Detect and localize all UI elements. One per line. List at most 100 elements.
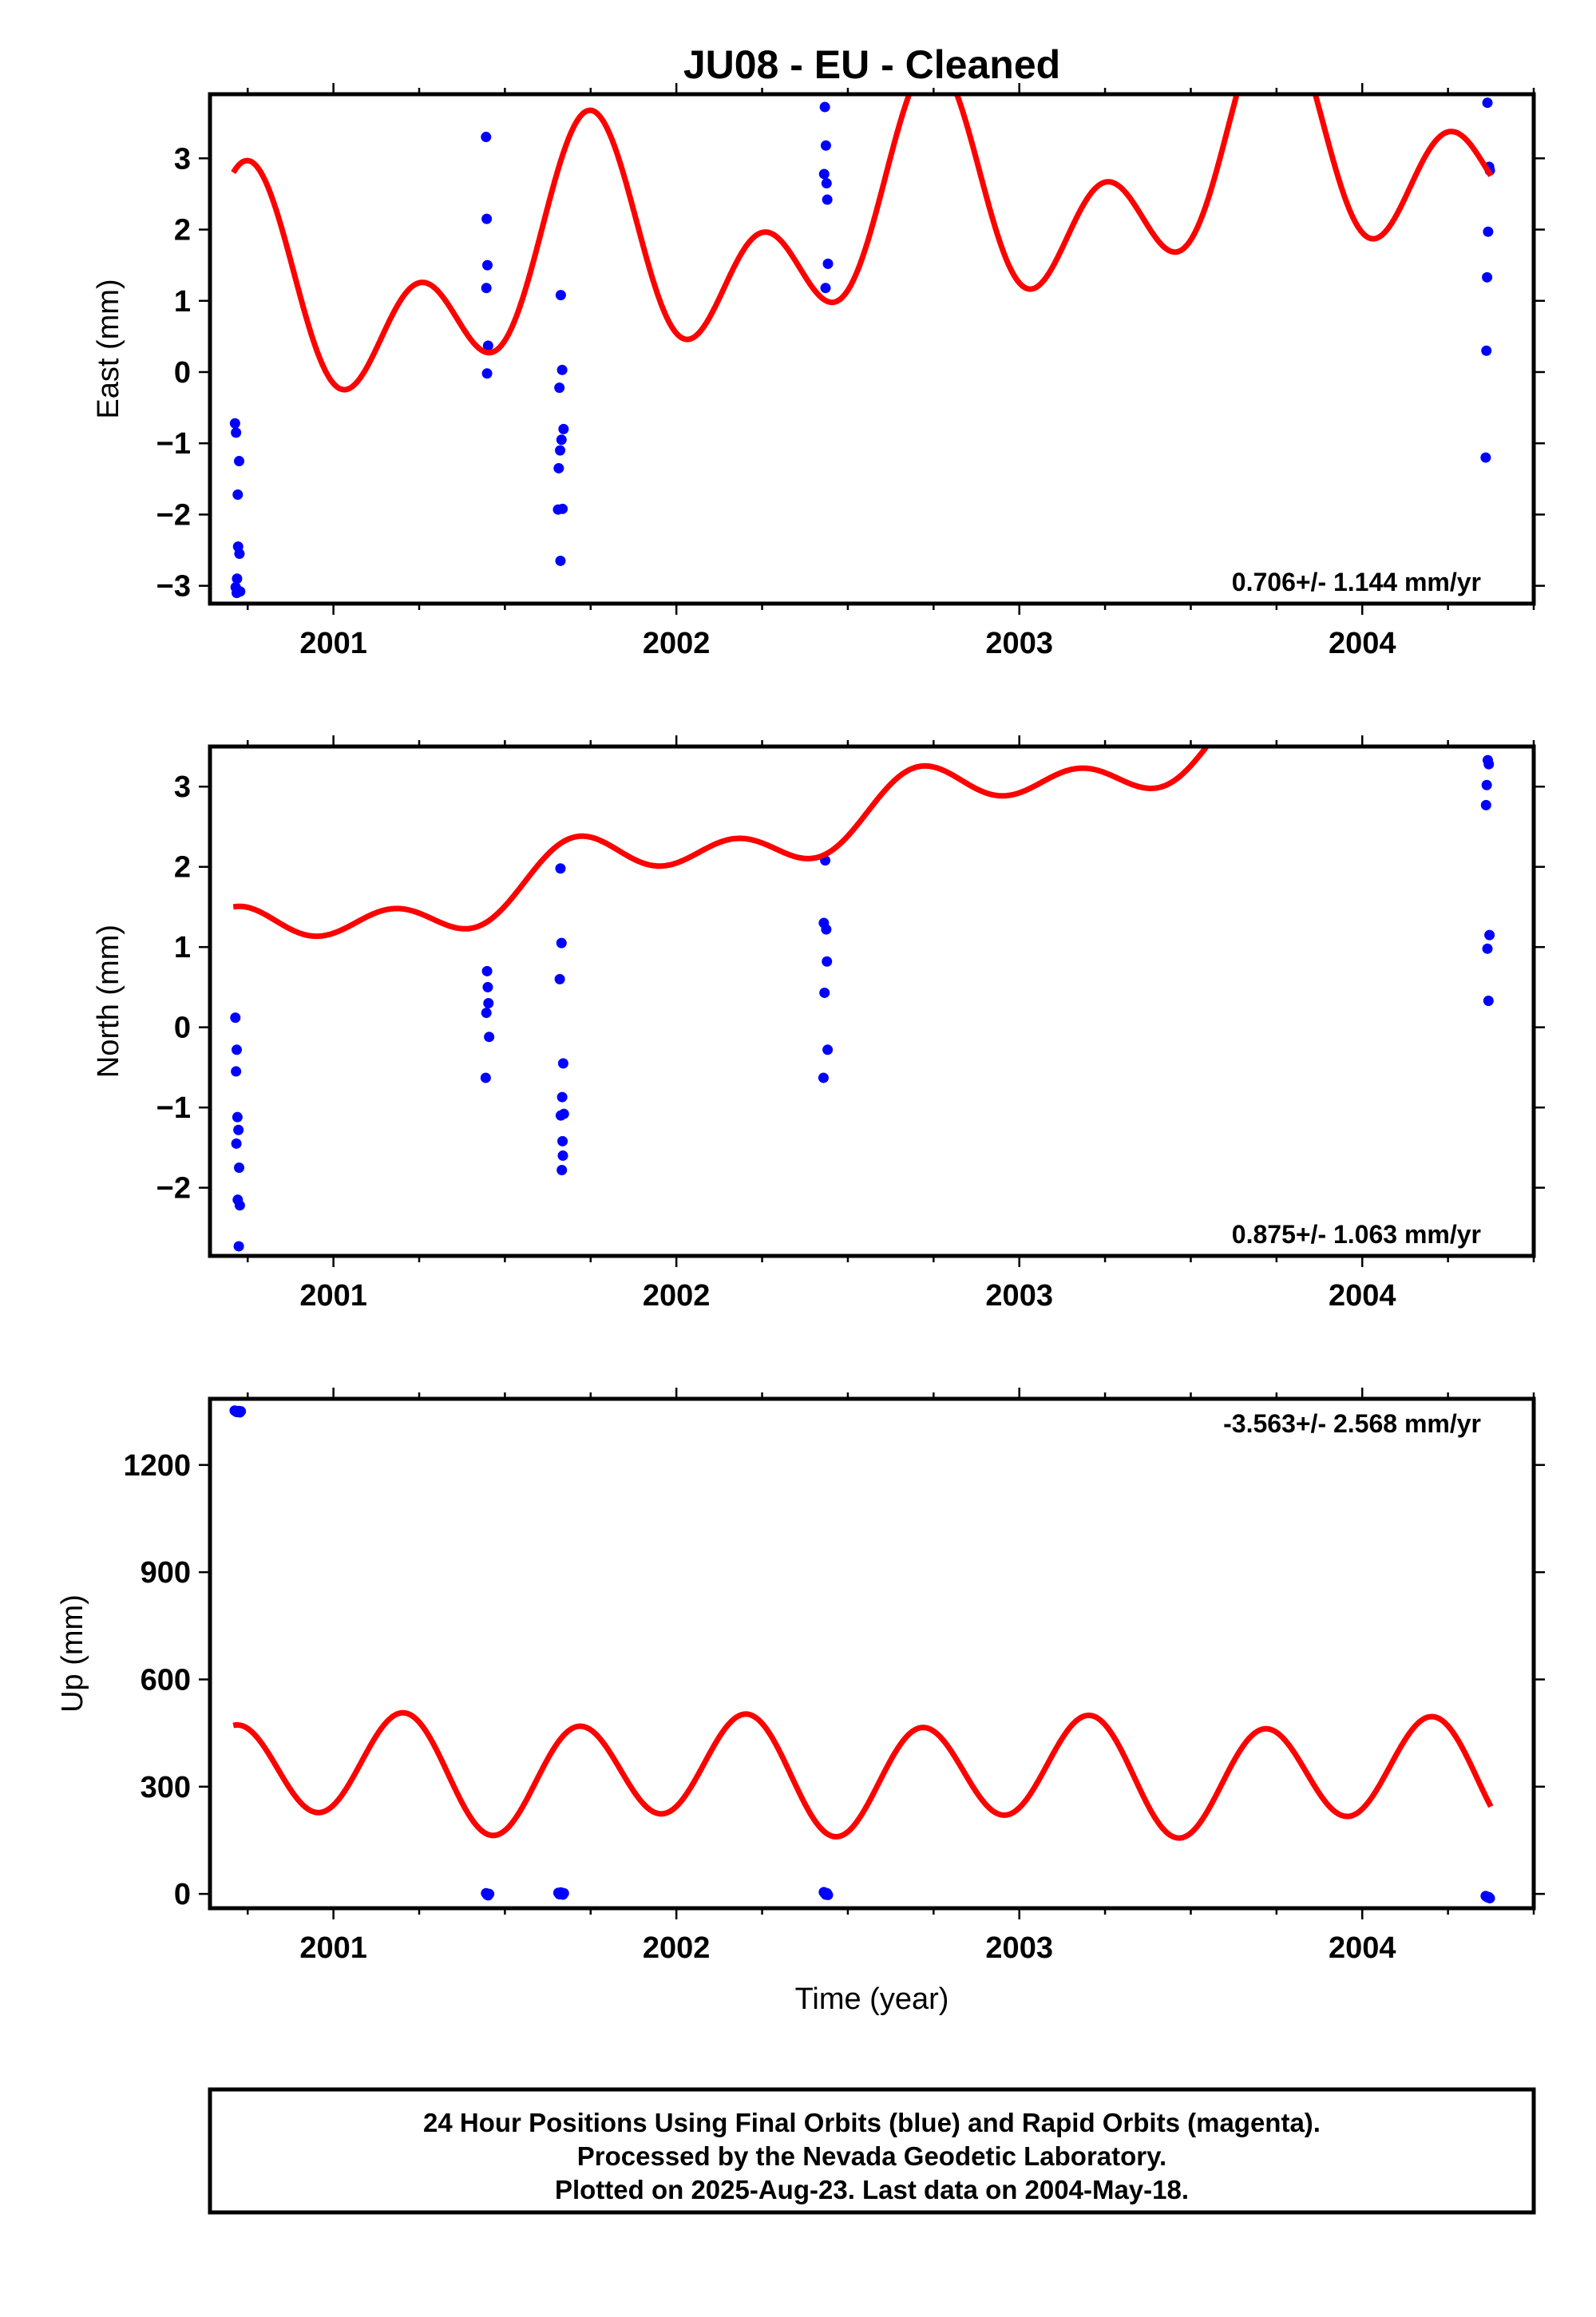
- east-data-point: [557, 503, 568, 514]
- up-data-point: [822, 1889, 834, 1900]
- north-data-point: [556, 1164, 568, 1175]
- y-tick-label: 0: [174, 356, 191, 390]
- north-data-point: [1484, 929, 1495, 941]
- east-data-point: [481, 283, 492, 294]
- up-plot-frame: [208, 1396, 1536, 1911]
- east-data-point: [481, 259, 493, 271]
- up-data-point: [558, 1887, 569, 1899]
- north-data-point: [1480, 799, 1491, 810]
- north-ticks: [199, 735, 1545, 1267]
- east-data-point: [232, 489, 244, 500]
- north-data-point: [231, 1066, 242, 1077]
- east-data-point: [1480, 452, 1491, 463]
- x-tick-label: 2001: [299, 1931, 367, 1965]
- east-data-point: [481, 368, 493, 379]
- x-tick-label: 2001: [299, 1279, 367, 1313]
- east-data-point: [1482, 271, 1493, 283]
- north-velocity-label: 0.875+/- 1.063 mm/yr: [1232, 1220, 1481, 1249]
- y-tick-label: 1200: [123, 1449, 191, 1483]
- x-tick-label: 2004: [1329, 1931, 1396, 1965]
- north-data-point: [231, 1138, 242, 1149]
- north-data-point: [557, 1058, 568, 1069]
- north-data-point: [233, 1124, 244, 1135]
- footer-line-2: Processed by the Nevada Geodetic Laborat…: [577, 2141, 1166, 2171]
- east-data-point: [232, 573, 243, 584]
- north-data-point: [233, 1241, 244, 1252]
- north-data-point: [234, 1162, 245, 1173]
- x-tick-label: 2003: [985, 1931, 1053, 1965]
- north-data-point: [822, 956, 833, 967]
- up-ticks: [199, 1388, 1545, 1919]
- y-tick-label: 1: [174, 285, 191, 319]
- x-tick-label: 2004: [1329, 627, 1396, 660]
- north-data-point: [821, 924, 832, 935]
- up-data-point: [1484, 1892, 1495, 1903]
- east-data-point: [1482, 97, 1493, 109]
- x-tick-label: 2002: [643, 627, 711, 660]
- east-data-point: [819, 101, 830, 113]
- north-data-point: [481, 1008, 492, 1019]
- north-model-fit-line: [232, 747, 1210, 940]
- east-data-point: [820, 140, 831, 151]
- y-tick-label: 0: [174, 1012, 191, 1045]
- north-data-point: [556, 937, 567, 949]
- east-data-point: [822, 194, 833, 205]
- x-axis-label: Time (year): [795, 1982, 949, 2016]
- x-tick-label: 2002: [643, 1279, 711, 1313]
- x-tick-label: 2002: [643, 1931, 711, 1965]
- up-data-point: [236, 1406, 247, 1417]
- east-panel: 2001 2002 2003 2004 −3 −2 −1 0 1 2 3 East (mm) 0.706…: [92, 83, 1545, 660]
- north-data-point: [232, 1044, 243, 1056]
- north-panel: 2001 2002 2003 2004 −2 −1 0 1 2 3 North (mm) 0.875+…: [92, 735, 1545, 1313]
- east-model-fit-line: [231, 94, 1494, 393]
- east-velocity-label: 0.706+/- 1.144 mm/yr: [1232, 568, 1481, 596]
- east-data-point: [555, 290, 566, 301]
- east-data-point: [821, 178, 832, 189]
- east-data-point: [235, 586, 246, 597]
- y-tick-label: −1: [156, 1091, 191, 1125]
- north-data-point: [1483, 758, 1495, 770]
- north-data-point: [555, 1110, 566, 1121]
- north-data-point: [557, 1135, 568, 1147]
- north-data-point: [1483, 995, 1494, 1006]
- y-tick-label: −2: [156, 498, 191, 532]
- x-tick-label: 2004: [1329, 1279, 1396, 1313]
- north-data-point: [483, 998, 494, 1009]
- chart-title: JU08 - EU - Cleaned: [683, 42, 1060, 87]
- y-tick-label: −2: [156, 1172, 191, 1206]
- y-tick-label: −3: [156, 570, 191, 604]
- y-tick-label: 900: [141, 1556, 191, 1590]
- east-data-point: [820, 283, 831, 294]
- y-tick-label: 0: [174, 1878, 191, 1911]
- north-data-point: [818, 1072, 829, 1083]
- east-data-point: [481, 213, 493, 224]
- east-axis-label: East (mm): [92, 279, 125, 418]
- east-data-point: [555, 555, 566, 566]
- east-data-point: [1483, 226, 1494, 237]
- footer-line-3: Plotted on 2025-Aug-23. Last data on 200…: [555, 2175, 1189, 2204]
- east-data-point: [1481, 345, 1492, 356]
- north-data-point: [557, 1150, 568, 1161]
- north-data-point: [819, 987, 830, 998]
- footer-line-1: 24 Hour Positions Using Final Orbits (bl…: [423, 2108, 1321, 2137]
- y-tick-label: 2: [174, 214, 191, 248]
- y-tick-label: 1: [174, 931, 191, 964]
- north-data-point: [234, 1200, 245, 1211]
- north-data-point: [822, 1044, 834, 1056]
- north-data-point: [556, 1091, 568, 1103]
- east-data-point: [822, 258, 834, 269]
- north-axis-label: North (mm): [92, 925, 125, 1078]
- east-data-point: [553, 462, 564, 473]
- east-data-point: [229, 418, 240, 429]
- east-data-point: [234, 456, 245, 467]
- north-data-point: [484, 1032, 495, 1043]
- north-data-point: [554, 973, 565, 984]
- east-ticks: [199, 83, 1545, 615]
- y-tick-label: 3: [174, 770, 191, 804]
- east-data-point: [231, 427, 242, 438]
- north-data-point: [480, 1072, 491, 1083]
- east-plot-frame: [208, 92, 1536, 606]
- north-data-point: [232, 1111, 243, 1123]
- y-tick-label: 300: [141, 1771, 191, 1804]
